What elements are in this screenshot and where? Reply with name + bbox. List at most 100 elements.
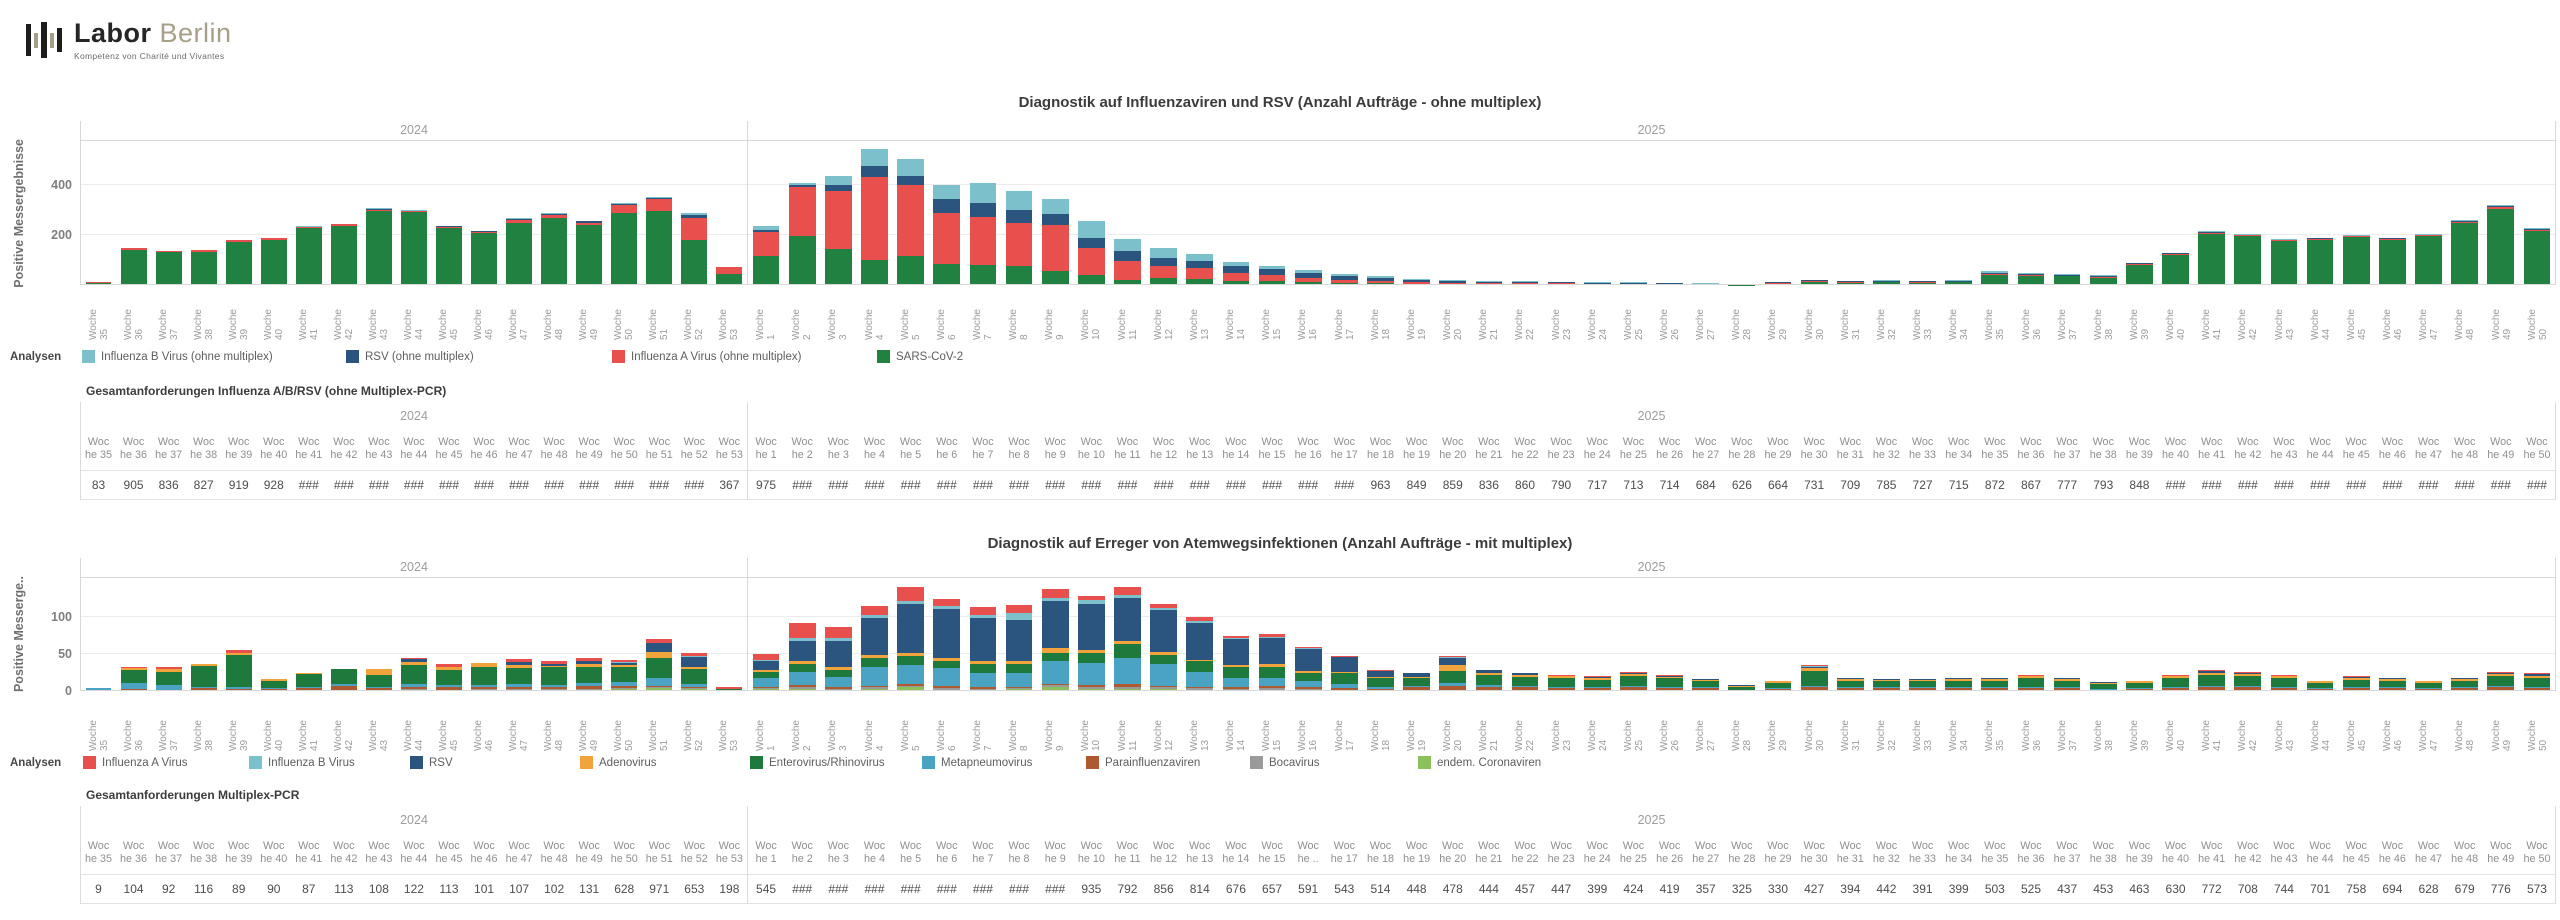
bar-segment-endem-coronaviren[interactable] bbox=[788, 688, 816, 691]
table-cell-value[interactable]: 104 bbox=[123, 882, 144, 896]
table-cell-value[interactable]: 708 bbox=[2237, 882, 2258, 896]
bar-segment-rsv-ohne-multiplex-[interactable] bbox=[646, 198, 673, 200]
bar-segment-metapneumovirus[interactable] bbox=[1620, 685, 1647, 688]
bar-segment-influenza-a-virus[interactable] bbox=[400, 657, 427, 660]
bar-segment-bocavirus[interactable] bbox=[2415, 689, 2442, 691]
bar-segment-metapneumovirus[interactable] bbox=[155, 685, 182, 690]
bar-segment-metapneumovirus[interactable] bbox=[681, 683, 708, 687]
bar-segment-influenza-a-virus-ohne-multiplex-[interactable] bbox=[681, 218, 708, 240]
table-cell-value[interactable]: 525 bbox=[2020, 882, 2041, 896]
bar-segment-metapneumovirus[interactable] bbox=[120, 682, 147, 689]
bar-woche-11[interactable] bbox=[1114, 238, 1141, 285]
legend-item-rsv-ohne-multiplex-[interactable]: RSV (ohne multiplex) bbox=[346, 350, 474, 363]
bar-segment-influenza-b-virus-ohne-multiplex-[interactable] bbox=[1258, 266, 1286, 269]
bar-segment-endem-coronaviren[interactable] bbox=[681, 688, 708, 691]
table-cell-value[interactable]: 713 bbox=[1623, 478, 1644, 492]
bar-woche-5[interactable] bbox=[897, 158, 924, 285]
table-cell-value[interactable]: 367 bbox=[719, 478, 740, 492]
bar-segment-adenovirus[interactable] bbox=[1475, 673, 1503, 675]
bar-segment-adenovirus[interactable] bbox=[2198, 672, 2226, 676]
table-cell-value[interactable]: 626 bbox=[1731, 478, 1752, 492]
bar-segment-influenza-a-virus-ohne-multiplex-[interactable] bbox=[2162, 253, 2189, 255]
bar-segment-metapneumovirus[interactable] bbox=[1656, 686, 1683, 689]
bar-segment-influenza-a-virus-ohne-multiplex-[interactable] bbox=[2415, 235, 2442, 236]
bar-segment-adenovirus[interactable] bbox=[400, 662, 427, 666]
bar-segment-rsv-ohne-multiplex-[interactable] bbox=[897, 175, 924, 185]
bar-segment-influenza-a-virus-ohne-multiplex-[interactable] bbox=[1403, 282, 1430, 284]
bar-segment-rsv[interactable] bbox=[1909, 679, 1936, 680]
bar-segment-sars-cov-2[interactable] bbox=[752, 255, 780, 285]
bar-segment-rsv-ohne-multiplex-[interactable] bbox=[1656, 283, 1683, 284]
bar-segment-enterovirus-rhinovirus[interactable] bbox=[1077, 652, 1105, 663]
bar-segment-metapneumovirus[interactable] bbox=[933, 668, 961, 686]
table-cell-value[interactable]: ### bbox=[684, 478, 705, 492]
table-cell-value[interactable]: 971 bbox=[649, 882, 670, 896]
bar-segment-parainfluenzaviren[interactable] bbox=[330, 685, 357, 690]
bar-segment-rsv-ohne-multiplex-[interactable] bbox=[1800, 280, 1828, 282]
bar-segment-enterovirus-rhinovirus[interactable] bbox=[1186, 661, 1214, 672]
table-cell-value[interactable]: ### bbox=[1081, 478, 1102, 492]
table-cell-value[interactable]: 330 bbox=[1767, 882, 1789, 896]
bar-segment-influenza-b-virus-ohne-multiplex-[interactable] bbox=[933, 184, 961, 200]
bar-segment-influenza-b-virus-ohne-multiplex-[interactable] bbox=[400, 210, 427, 211]
bar-segment-rsv[interactable] bbox=[2126, 680, 2153, 682]
bar-woche-12[interactable] bbox=[1150, 248, 1177, 285]
bar-segment-metapneumovirus[interactable] bbox=[1294, 681, 1322, 688]
table-cell-value[interactable]: 463 bbox=[2129, 882, 2150, 896]
bar-segment-rsv-ohne-multiplex-[interactable] bbox=[471, 231, 497, 233]
bar-segment-bocavirus[interactable] bbox=[1114, 687, 1141, 689]
bar-segment-parainfluenzaviren[interactable] bbox=[1041, 683, 1069, 686]
bar-segment-bocavirus[interactable] bbox=[1367, 689, 1394, 691]
table-cell-value[interactable]: ### bbox=[792, 478, 813, 492]
bar-segment-adenovirus[interactable] bbox=[471, 662, 497, 668]
bar-segment-bocavirus[interactable] bbox=[2379, 689, 2406, 691]
bar-segment-metapneumovirus[interactable] bbox=[1041, 661, 1069, 684]
bar-segment-rsv[interactable] bbox=[1620, 672, 1647, 675]
bar-segment-parainfluenzaviren[interactable] bbox=[2017, 688, 2045, 690]
bar-segment-bocavirus[interactable] bbox=[861, 687, 888, 689]
bar-woche-38[interactable] bbox=[2089, 275, 2117, 285]
bar-segment-metapneumovirus[interactable] bbox=[2415, 688, 2442, 689]
bar-segment-influenza-a-virus-ohne-multiplex-[interactable] bbox=[1981, 273, 2009, 275]
bar-segment-endem-coronaviren[interactable] bbox=[1150, 688, 1177, 691]
bar-segment-influenza-a-virus-ohne-multiplex-[interactable] bbox=[1475, 283, 1503, 284]
bar-segment-rsv[interactable] bbox=[681, 657, 708, 668]
bar-segment-influenza-a-virus[interactable] bbox=[1656, 674, 1683, 676]
bar-segment-sars-cov-2[interactable] bbox=[471, 232, 497, 285]
bar-segment-parainfluenzaviren[interactable] bbox=[1800, 687, 1828, 690]
bar-segment-influenza-b-virus-ohne-multiplex-[interactable] bbox=[1403, 278, 1430, 281]
bar-segment-influenza-b-virus-ohne-multiplex-[interactable] bbox=[1692, 283, 1720, 284]
bar-segment-influenza-a-virus-ohne-multiplex-[interactable] bbox=[1077, 247, 1105, 275]
bar-segment-parainfluenzaviren[interactable] bbox=[120, 688, 147, 691]
bar-woche-7[interactable] bbox=[969, 607, 997, 691]
bar-segment-adenovirus[interactable] bbox=[1836, 679, 1864, 681]
bar-segment-rsv-ohne-multiplex-[interactable] bbox=[576, 221, 603, 223]
bar-segment-sars-cov-2[interactable] bbox=[1258, 281, 1286, 285]
bar-segment-bocavirus[interactable] bbox=[155, 689, 182, 691]
bar-segment-rsv-ohne-multiplex-[interactable] bbox=[2270, 239, 2298, 240]
bar-woche-16[interactable] bbox=[1294, 646, 1322, 691]
bar-segment-influenza-b-virus-ohne-multiplex-[interactable] bbox=[471, 230, 497, 232]
bar-segment-endem-coronaviren[interactable] bbox=[1041, 686, 1069, 691]
bar-segment-parainfluenzaviren[interactable] bbox=[969, 687, 997, 689]
table-cell-value[interactable]: 399 bbox=[1948, 882, 1969, 896]
bar-segment-influenza-a-virus-ohne-multiplex-[interactable] bbox=[260, 238, 287, 240]
bar-segment-metapneumovirus[interactable] bbox=[1330, 683, 1358, 689]
legend-item-influenza-b-virus-ohne-multiplex-[interactable]: Influenza B Virus (ohne multiplex) bbox=[82, 350, 273, 363]
table-cell-value[interactable]: 457 bbox=[1515, 882, 1536, 896]
bar-woche-1[interactable] bbox=[752, 654, 780, 691]
bar-woche-35[interactable] bbox=[1981, 271, 2009, 285]
table-cell-value[interactable]: ### bbox=[972, 882, 993, 896]
bar-segment-influenza-a-virus[interactable] bbox=[716, 686, 743, 689]
bar-woche-8[interactable] bbox=[1005, 191, 1033, 285]
bar-segment-parainfluenzaviren[interactable] bbox=[190, 688, 217, 690]
bar-segment-bocavirus[interactable] bbox=[1764, 689, 1792, 691]
bar-segment-parainfluenzaviren[interactable] bbox=[1547, 688, 1575, 690]
table-cell-value[interactable]: ### bbox=[2346, 478, 2367, 492]
bar-segment-rsv-ohne-multiplex-[interactable] bbox=[295, 226, 322, 228]
bar-segment-rsv[interactable] bbox=[1583, 676, 1611, 678]
bar-segment-influenza-a-virus[interactable] bbox=[1005, 605, 1033, 613]
bar-segment-metapneumovirus[interactable] bbox=[824, 676, 852, 688]
bar-segment-rsv[interactable] bbox=[646, 642, 673, 652]
bar-segment-metapneumovirus[interactable] bbox=[2306, 688, 2334, 689]
